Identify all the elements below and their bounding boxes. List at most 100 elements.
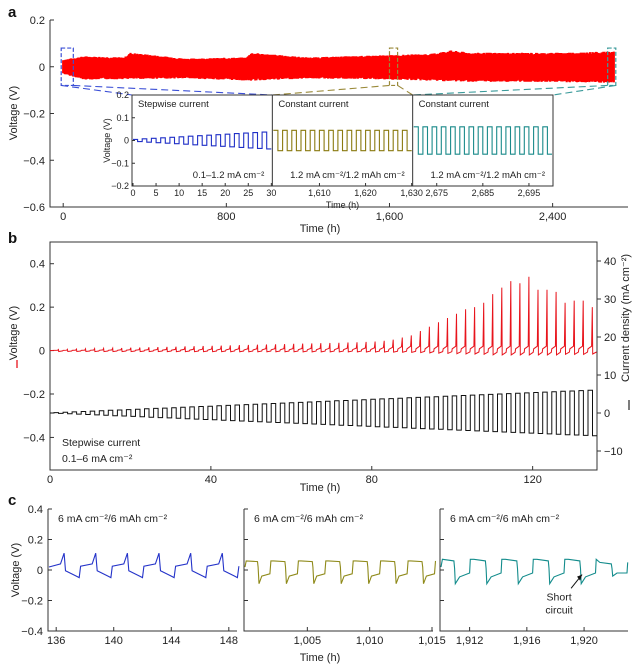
panel-b-ytick-label: 0.2 — [30, 302, 45, 314]
panel-a-inset-note: 0.1–1.2 mA cm⁻² — [193, 170, 265, 181]
panel-c-ytick-label: 0.4 — [28, 504, 43, 516]
panel-b-annotation-line1: Stepwise current — [62, 437, 140, 449]
panel-a-inset-xlabel: Time (h) — [326, 200, 359, 210]
panel-b-ytick-label: −0.4 — [23, 432, 45, 444]
panel-a-xlabel: Time (h) — [300, 223, 341, 235]
panel-a-inset-ytick-label: −0.1 — [111, 158, 129, 168]
panel-a-inset-note: 1.2 mA cm⁻²/1.2 mAh cm⁻² — [290, 170, 405, 181]
panel-a-inset-xtick-label: 1,610 — [308, 188, 331, 198]
panel-a-inset-title: Stepwise current — [138, 99, 209, 110]
panel-letter-c: c — [8, 492, 16, 509]
panel-b-y2tick-label: 10 — [604, 370, 616, 382]
panel-letter-b: b — [8, 230, 17, 247]
panel-a-inset-xtick-label: 15 — [197, 188, 207, 198]
panel-a-zoom-connector — [272, 84, 390, 96]
panel-c-condition-label: 6 mA cm⁻²/6 mAh cm⁻² — [450, 513, 560, 525]
panel-b-current-series — [50, 389, 597, 437]
panel-a-inset-xtick-label: 2,675 — [425, 188, 448, 198]
panel-a-inset-xtick-label: 5 — [154, 188, 159, 198]
panel-a-inset-ytick-label: 0 — [124, 136, 129, 146]
panel-c-ytick-label: −0.4 — [21, 626, 43, 638]
panel-c-xtick-label: 1,010 — [356, 635, 384, 647]
panel-a-inset-note: 1.2 mA cm⁻²/1.2 mAh cm⁻² — [430, 170, 545, 181]
panel-a-ytick-label: −0.4 — [23, 155, 45, 167]
panel-c-short-circuit-arrowhead — [577, 574, 583, 581]
panel-b-xtick-label: 0 — [47, 474, 53, 486]
panel-a-inset-title: Constant current — [419, 99, 490, 110]
panel-c-plot-area: 0.4 0.2 0 −0.2 −0.4 6 mA cm⁻²/6 mAh cm⁻² 136 14… — [21, 504, 629, 647]
panel-b-ytick-label: 0 — [39, 346, 45, 358]
panel-b-voltage-series — [49, 276, 597, 356]
panel-a-zoom-connector — [61, 84, 133, 96]
panel-c-ytick-label: 0.2 — [28, 535, 43, 547]
panel-c-xtick-label: 1,015 — [418, 635, 446, 647]
panel-a-xtick-label: 0 — [60, 211, 66, 223]
panel-a-zoom-connector — [412, 84, 608, 96]
panel-b-y2tick-label: −10 — [604, 446, 623, 458]
panel-b-ylabel-group: Voltage (V) — [8, 306, 20, 368]
panel-a-inset-series — [413, 126, 552, 155]
panel-b-y2label: Current density (mA cm⁻²) — [620, 254, 632, 382]
panel-a-inset-xtick-label: 1,620 — [354, 188, 377, 198]
panel-a-inset-xtick-label: 2,685 — [472, 188, 495, 198]
panel-c-xtick-label: 1,920 — [570, 635, 598, 647]
panel-a-inset-ytick-label: 0.2 — [116, 90, 129, 100]
panel-c: c Voltage (V) Time (h) 0.4 0.2 0 −0.2 −0.4 6 … — [8, 492, 629, 664]
panel-a-inset-xtick-label: 1,630 — [400, 188, 423, 198]
panel-c-xtick-label: 140 — [105, 635, 123, 647]
panel-b-plot-area: 0.4 0.2 0 −0.2 −0.4 40 30 20 10 0 −10 0 40 80 120 — [23, 241, 623, 486]
panel-a-xtick-label: 1,600 — [376, 211, 404, 223]
panel-c-axes — [439, 509, 628, 632]
panel-c-xtick-label: 144 — [162, 635, 180, 647]
panel-a-inset-ytick-label: −0.2 — [111, 181, 129, 191]
panel-c-ytick-label: 0 — [37, 565, 43, 577]
panel-letter-a: a — [8, 4, 17, 21]
panel-b-ytick-label: 0.4 — [30, 259, 45, 271]
panel-b-y2tick-label: 30 — [604, 294, 616, 306]
panel-a-voltage-series — [62, 50, 615, 83]
panel-c-axes — [47, 509, 237, 632]
panel-a-ylabel: Voltage (V) — [8, 86, 20, 140]
panel-c-condition-label: 6 mA cm⁻²/6 mAh cm⁻² — [58, 513, 168, 525]
panel-a-zoom-connector — [73, 84, 273, 96]
panel-c-xlabel: Time (h) — [300, 652, 341, 664]
panel-c-xtick-label: 1,916 — [513, 635, 541, 647]
panel-a-inset-series — [273, 129, 412, 152]
panel-a-ytick-label: 0 — [39, 62, 45, 74]
panel-c-voltage-series — [48, 553, 240, 579]
panel-a-inset-xtick-label: 10 — [174, 188, 184, 198]
panel-b-y2tick-label: 40 — [604, 256, 616, 268]
panel-a-inset-xtick-label: 30 — [266, 188, 276, 198]
panel-b-xtick-label: 120 — [523, 474, 541, 486]
panel-b-xlabel: Time (h) — [300, 482, 341, 494]
panel-b-annotation-line2: 0.1–6 mA cm⁻² — [62, 453, 133, 465]
panel-a-inset-ylabel: Voltage (V) — [102, 118, 112, 163]
panel-a-inset-xtick-label: 2,695 — [518, 188, 541, 198]
panel-c-ytick-label: −0.2 — [21, 596, 43, 608]
panel-c-condition-label: 6 mA cm⁻²/6 mAh cm⁻² — [254, 513, 364, 525]
panel-b-ytick-label: −0.2 — [23, 389, 45, 401]
panel-a-inset-xtick-label: 25 — [243, 188, 253, 198]
panel-b-y2label-group: Current density (mA cm⁻²) — [620, 254, 632, 410]
panel-a-xtick-label: 2,400 — [539, 211, 567, 223]
panel-c-voltage-series — [440, 558, 629, 586]
panel-b-frame — [49, 241, 598, 471]
panel-a-ytick-label: −0.2 — [23, 109, 45, 121]
panel-c-xtick-label: 1,005 — [294, 635, 322, 647]
panel-a-zoom-connector — [397, 84, 413, 96]
panel-a-zoom-box — [607, 47, 617, 87]
panel-a-zoom-box — [60, 47, 74, 87]
panel-a-ytick-label: −0.6 — [23, 202, 45, 214]
panel-a-xtick-label: 800 — [217, 211, 235, 223]
panel-c-axes — [243, 509, 433, 632]
panel-a-inset-ytick-label: 0.1 — [116, 113, 129, 123]
panel-b-y2tick-label: 20 — [604, 332, 616, 344]
panel-a: a Voltage (V) Time (h) 0.2 0 −0.2 −0.4 −0.6 0… — [8, 4, 628, 235]
panel-c-xtick-label: 148 — [220, 635, 238, 647]
panel-b-xtick-label: 40 — [205, 474, 217, 486]
panel-c-xtick-label: 1,912 — [456, 635, 484, 647]
panel-a-zoom-box — [388, 47, 399, 87]
panel-a-ytick-label: 0.2 — [30, 15, 45, 27]
panel-c-xtick-label: 136 — [47, 635, 65, 647]
